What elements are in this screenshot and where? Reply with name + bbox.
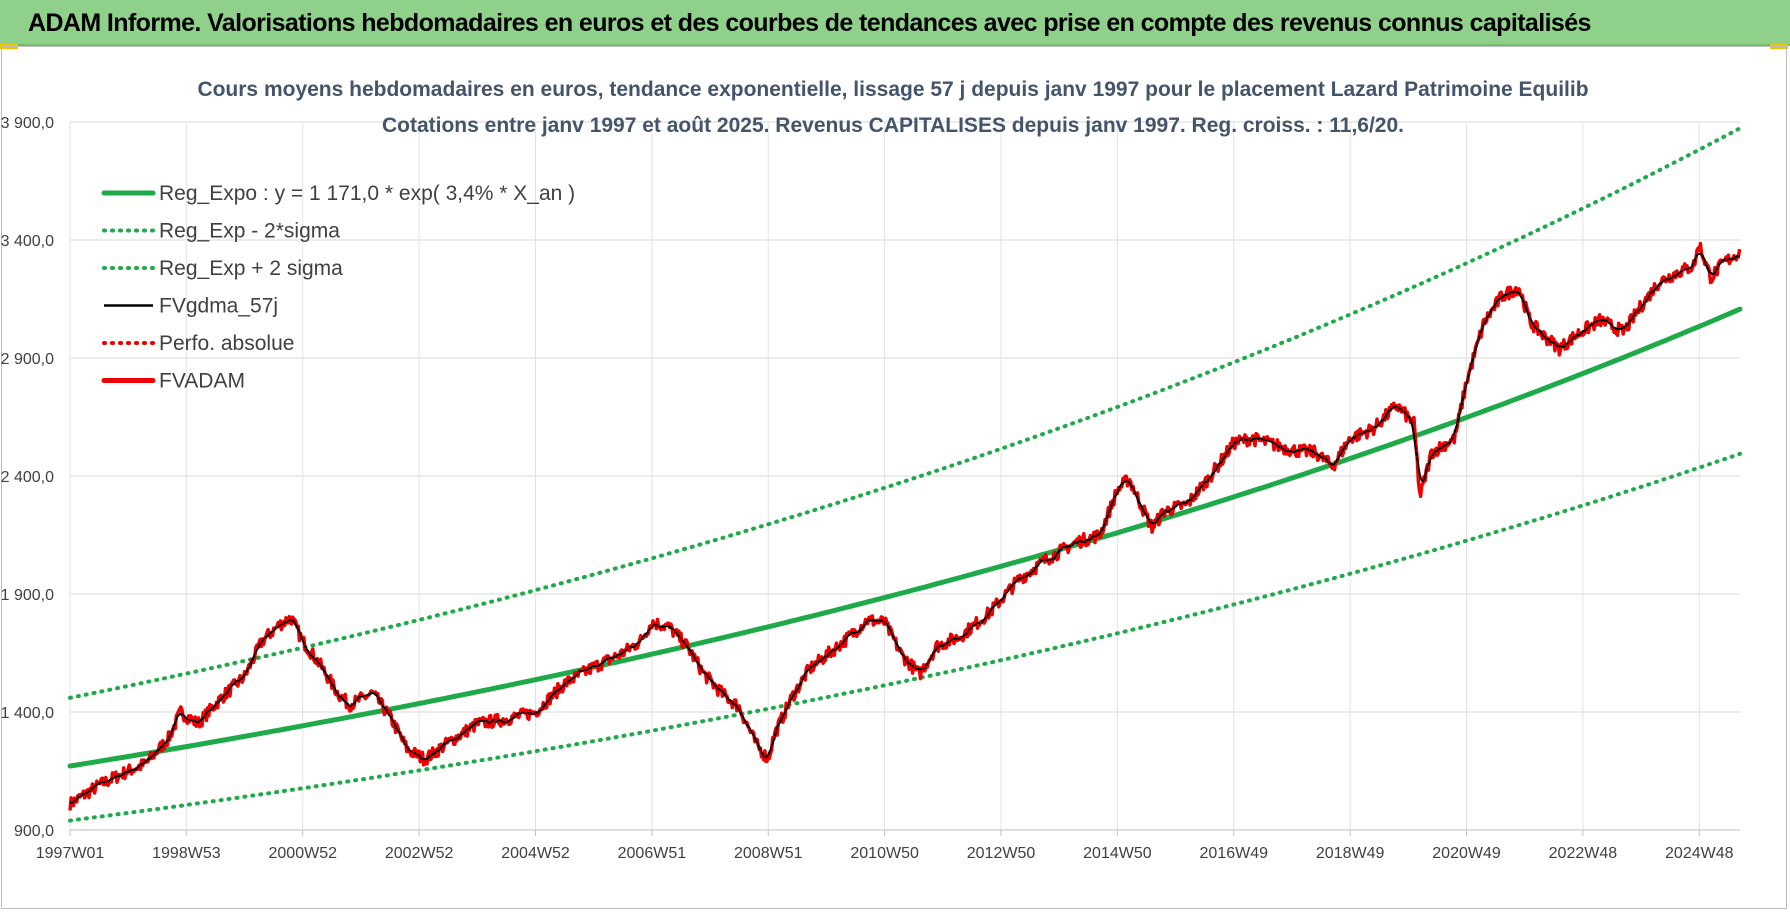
x-tick-label: 2010W50 [850,845,919,862]
legend-label: Reg_Exp + 2 sigma [159,257,343,280]
trend-line-1 [67,306,1743,769]
trend-line-2 [68,451,1742,823]
x-tick-label: 2004W52 [501,845,570,862]
x-tick-label: 1997W01 [36,845,105,862]
legend-label: Reg_Exp - 2*sigma [159,220,340,243]
grid-lines [69,121,1740,836]
x-axis-ticks: 1997W01 1998W53 2000W52 2002W52 2004W52 2006W… [36,845,1734,862]
report-banner: ADAM Informe. Valorisations hebdomadaire… [0,0,1790,46]
legend: Reg_Expo : y = 1 171,0 * exp( 3,4% * X_a… [101,182,575,393]
perfo-absolue-line [69,243,1741,811]
x-tick-label: 1998W53 [152,845,221,862]
x-tick-label: 2020W49 [1432,845,1501,862]
y-tick-label: 3 400,0 [1,233,54,250]
legend-label: FVADAM [159,370,245,393]
x-tick-label: 2022W48 [1549,845,1618,862]
y-tick-label: 2 900,0 [1,351,54,368]
x-tick-label: 2014W50 [1083,845,1152,862]
legend-label: Perfo. absolue [159,332,294,355]
x-tick-label: 2024W48 [1665,845,1734,862]
x-tick-label: 2006W51 [618,845,687,862]
x-tick-label: 2002W52 [385,845,454,862]
y-axis-ticks: 900,0 1 400,0 1 900,0 2 400,0 2 900,0 3 400,0… [1,115,54,840]
y-tick-label: 1 900,0 [1,587,54,604]
series-layer [67,126,1743,823]
x-tick-label: 2000W52 [269,845,338,862]
fvadam-line [68,241,1742,811]
x-tick-label: 2012W50 [967,845,1036,862]
chart-frame [1,46,1787,909]
legend-label: FVgdma_57j [159,295,278,318]
report-banner-title: ADAM Informe. Valorisations hebdomadaire… [28,9,1591,37]
y-tick-label: 3 900,0 [1,115,54,132]
legend-label: Reg_Expo : y = 1 171,0 * exp( 3,4% * X_a… [159,182,575,205]
x-tick-label: 2008W51 [734,845,803,862]
y-tick-label: 2 400,0 [1,469,54,486]
trend-line-3 [68,126,1742,700]
y-tick-label: 1 400,0 [1,705,54,722]
x-tick-label: 2016W49 [1200,845,1269,862]
x-tick-label: 2018W49 [1316,845,1385,862]
chart-subtitle: Cotations entre janv 1997 et août 2025. … [382,114,1404,137]
chart-title: Cours moyens hebdomadaires en euros, ten… [197,78,1588,101]
y-tick-label: 900,0 [14,823,54,840]
